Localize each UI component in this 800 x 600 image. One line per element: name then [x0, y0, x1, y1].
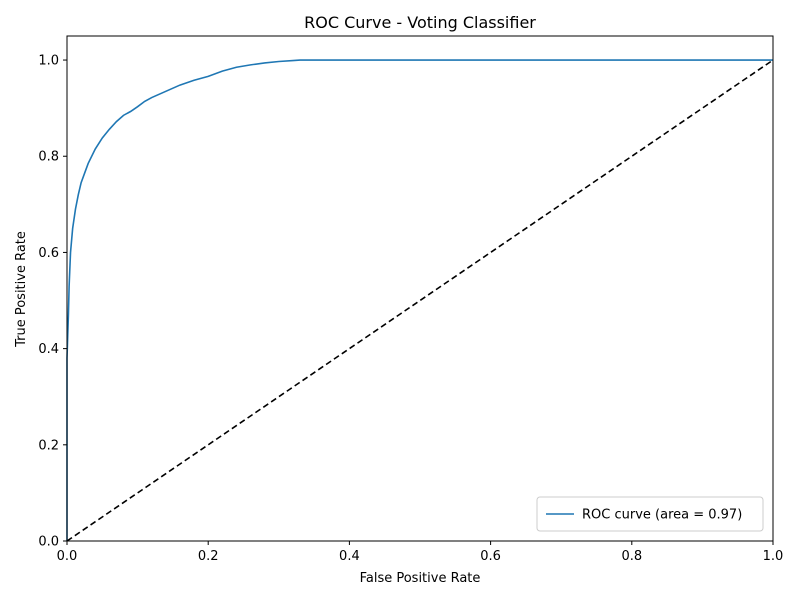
- x-axis: 0.0 0.2 0.4 0.6 0.8 1.0: [57, 541, 784, 564]
- chance-diagonal-line: [66, 59, 774, 542]
- y-tick-label: 1.0: [38, 54, 59, 69]
- x-axis-label: False Positive Rate: [360, 571, 481, 586]
- x-tick-label: 0.2: [198, 549, 219, 564]
- y-tick-label: 0.2: [38, 438, 59, 453]
- y-tick-label: 0.0: [38, 535, 59, 550]
- x-tick-label: 0.4: [339, 549, 360, 564]
- y-tick-label: 0.8: [38, 150, 59, 165]
- plot-frame: [66, 35, 774, 542]
- y-axis: 0.0 0.2 0.4 0.6 0.8 1.0: [38, 54, 67, 550]
- legend: ROC curve (area = 0.97): [536, 496, 764, 532]
- y-axis-label: True Positive Rate: [14, 231, 29, 348]
- x-tick-label: 0.0: [57, 549, 78, 564]
- legend-box: [536, 496, 764, 532]
- chart-title: ROC Curve - Voting Classifier: [304, 13, 536, 32]
- y-tick-label: 0.6: [38, 246, 59, 261]
- x-tick-label: 0.6: [480, 549, 501, 564]
- legend-label: ROC curve (area = 0.97): [582, 508, 742, 523]
- y-tick-label: 0.4: [38, 342, 59, 357]
- plot-area: [66, 59, 774, 542]
- x-tick-label: 1.0: [763, 549, 784, 564]
- roc-curve-line: [66, 59, 773, 541]
- x-tick-label: 0.8: [621, 549, 642, 564]
